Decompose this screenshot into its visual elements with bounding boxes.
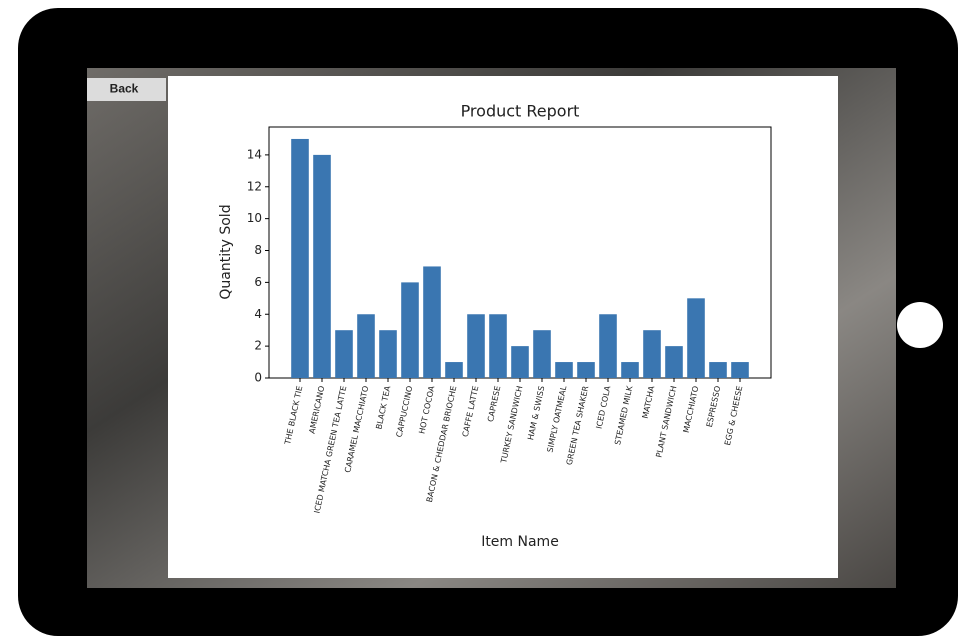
bar [423,266,441,378]
bar [401,282,419,378]
y-tick-label: 8 [254,243,262,257]
bar [577,362,595,378]
bar [489,314,507,378]
x-axis-label: Item Name [481,534,559,550]
back-button[interactable] [87,78,166,101]
bar [291,138,309,378]
y-tick-label: 10 [247,211,262,225]
bar [533,330,551,378]
bar [599,314,617,378]
y-axis-label: Quantity Sold [218,204,234,299]
y-tick-label: 2 [254,339,262,353]
bar [357,314,375,378]
bar [731,362,749,378]
bar [687,298,705,378]
home-button[interactable] [897,302,943,348]
bar [467,314,485,378]
bar [313,154,331,378]
bar [555,362,573,378]
bar [709,362,727,378]
chart-title: Product Report [461,102,580,121]
bar [335,330,353,378]
bar [511,346,529,378]
bar [621,362,639,378]
bar [643,330,661,378]
y-tick-label: 4 [254,307,262,321]
y-tick-label: 14 [247,147,262,161]
bar [379,330,397,378]
back-button-label[interactable]: Back [110,82,139,96]
y-tick-label: 0 [254,371,262,385]
y-tick-label: 6 [254,275,262,289]
y-tick-label: 12 [247,179,262,193]
bar [445,362,463,378]
bar [665,346,683,378]
